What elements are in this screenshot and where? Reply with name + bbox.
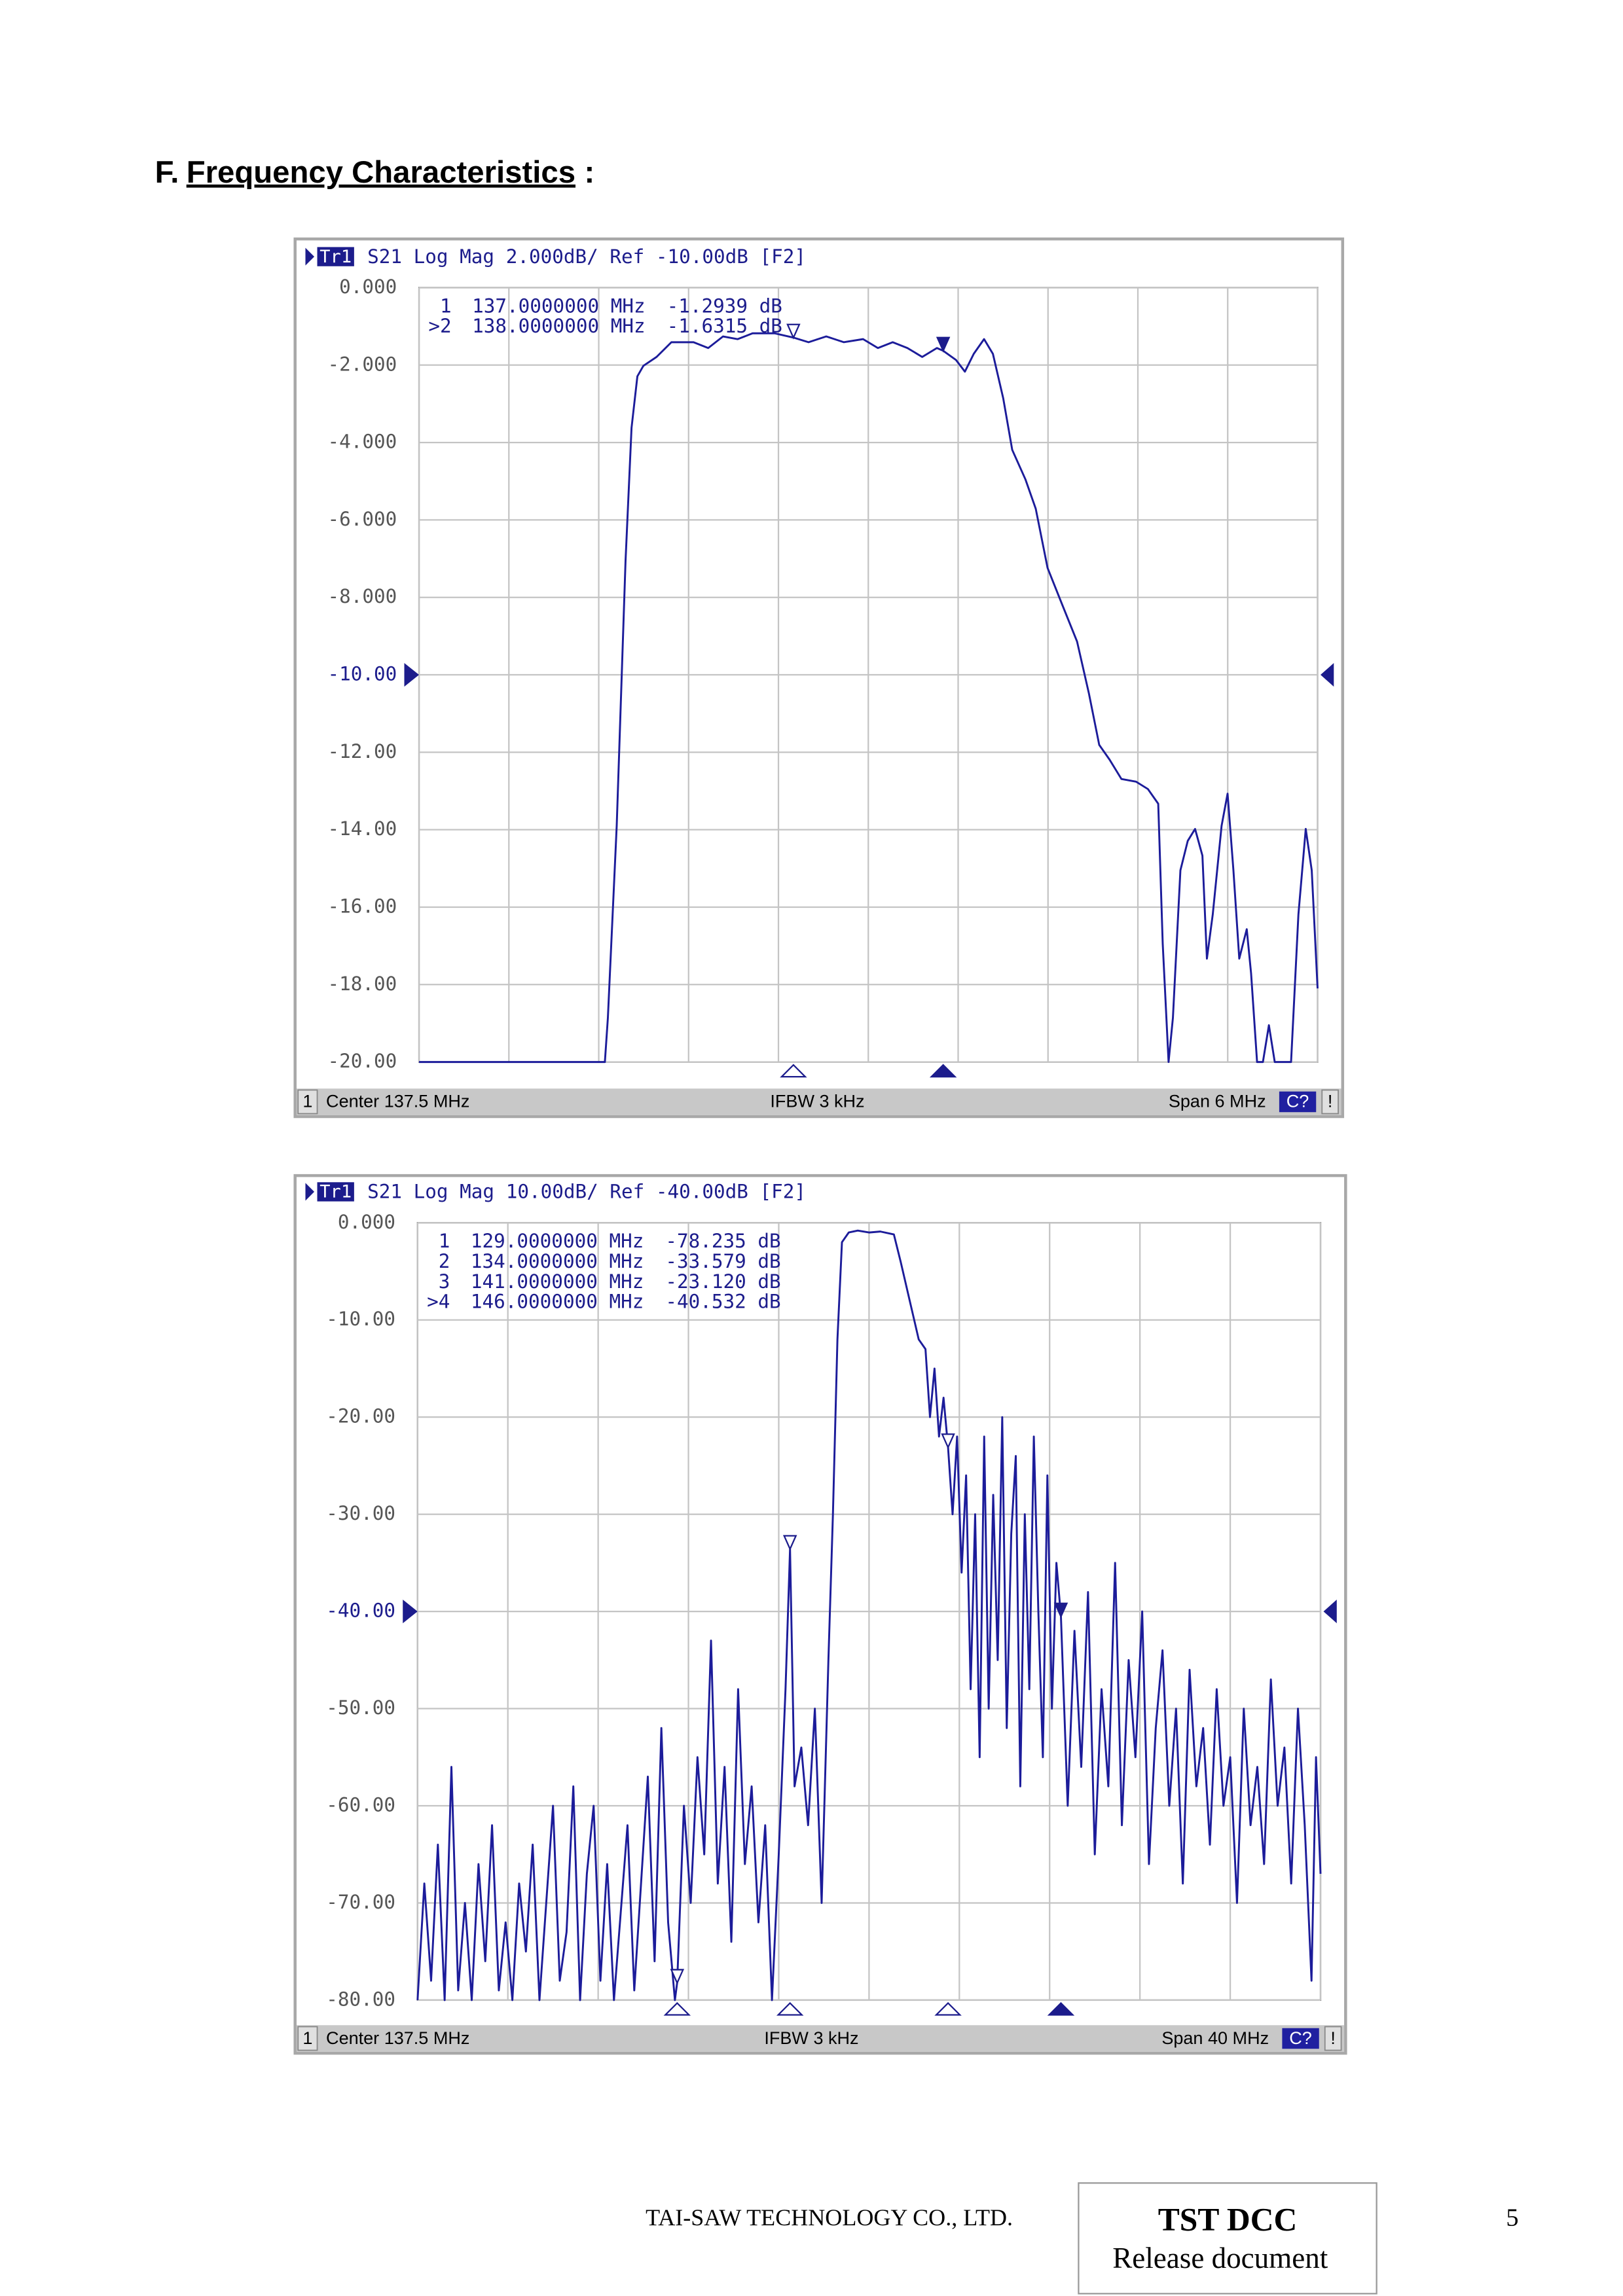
center-frequency: Center 137.5 MHz <box>326 1092 469 1111</box>
marker-stimulus <box>776 2001 804 2016</box>
active-trace-indicator <box>305 247 315 266</box>
channel-number: 1 <box>302 2028 312 2048</box>
heading-title: Frequency Characteristics <box>187 154 575 189</box>
status-bar <box>296 2025 1345 2052</box>
marker-frequency: 146.0000000 MHz <box>471 1291 644 1313</box>
channel-number: 1 <box>302 1092 312 1111</box>
channel-box <box>297 2026 318 2051</box>
marker-stimulus <box>780 1064 807 1078</box>
flag-box <box>1321 1089 1339 1115</box>
y-tick-label: -8.000 <box>327 585 397 607</box>
marker-frequency: 137.0000000 MHz <box>472 295 645 317</box>
y-tick-label: -30.00 <box>326 1502 395 1524</box>
marker-id: >2 <box>428 315 451 337</box>
channel-box <box>297 1089 318 1115</box>
y-tick-label: -2.000 <box>327 353 397 375</box>
span: Span 40 MHz <box>1161 2028 1269 2048</box>
y-tick-label: -40.00 <box>326 1600 395 1622</box>
y-tick-label: -6.000 <box>327 508 397 530</box>
marker-id: 2 <box>439 1250 450 1272</box>
marker-stimulus <box>1047 2001 1075 2016</box>
trace-name: Tr1 <box>319 1182 352 1202</box>
reference-marker-left <box>404 663 420 687</box>
trace <box>419 332 1319 1064</box>
calibration-status: C? <box>1286 1092 1309 1111</box>
span: Span 6 MHz <box>1169 1092 1266 1111</box>
marker-symbol <box>786 323 801 340</box>
marker-value: -33.579 dB <box>665 1250 780 1272</box>
flag: ! <box>1330 2028 1336 2048</box>
y-tick-label: -20.00 <box>326 1405 395 1427</box>
marker-frequency: 134.0000000 MHz <box>471 1250 644 1272</box>
y-tick-label: 0.000 <box>338 1211 395 1233</box>
status-badge <box>1279 1091 1317 1113</box>
y-tick-label: -70.00 <box>326 1891 395 1913</box>
company-name: TAI-SAW TECHNOLOGY CO., LTD. <box>646 2204 1013 2231</box>
trace-settings: S21 Log Mag 10.00dB/ Ref -40.00dB [F2] <box>367 1181 806 1203</box>
marker-frequency: 141.0000000 MHz <box>471 1270 644 1293</box>
if-bandwidth: IFBW 3 kHz <box>764 2028 858 2048</box>
marker-symbol <box>782 1535 797 1551</box>
marker-value: -1.6315 dB <box>667 315 782 337</box>
marker-value: -1.2939 dB <box>667 295 782 317</box>
marker-value: -78.235 dB <box>665 1230 780 1252</box>
marker-symbol <box>670 1969 685 1985</box>
trace <box>416 1229 1322 2001</box>
marker-symbol <box>1053 1602 1068 1619</box>
trace-badge <box>317 1182 354 1202</box>
reference-marker-left <box>403 1600 418 1624</box>
marker-frequency: 138.0000000 MHz <box>472 315 645 337</box>
marker-stimulus <box>663 2001 691 2016</box>
heading-suffix: : <box>585 154 595 189</box>
y-tick-label: -16.00 <box>327 895 397 917</box>
y-tick-label: -14.00 <box>327 817 397 840</box>
y-tick-label: -80.00 <box>326 1988 395 2010</box>
reference-marker-right <box>1321 663 1334 687</box>
marker-symbol <box>941 1433 955 1450</box>
y-tick-label: -20.00 <box>327 1050 397 1072</box>
marker-stimulus <box>934 2001 962 2016</box>
marker-id: >4 <box>427 1291 450 1313</box>
flag-box <box>1324 2026 1342 2051</box>
reference-marker-right <box>1323 1600 1337 1624</box>
trace-settings: S21 Log Mag 2.000dB/ Ref -10.00dB [F2] <box>367 245 806 268</box>
marker-id: 1 <box>440 295 452 317</box>
y-tick-label: 0.000 <box>339 276 397 298</box>
y-tick-label: -10.00 <box>326 1308 395 1330</box>
y-tick-label: -18.00 <box>327 973 397 995</box>
marker-value: -23.120 dB <box>665 1270 780 1293</box>
trace-name: Tr1 <box>319 247 352 267</box>
active-trace-indicator <box>305 1183 315 1201</box>
center-frequency: Center 137.5 MHz <box>326 2028 469 2048</box>
marker-id: 1 <box>439 1230 450 1252</box>
if-bandwidth: IFBW 3 kHz <box>770 1092 864 1111</box>
marker-stimulus <box>929 1064 957 1078</box>
section-heading: F. Frequency Characteristics: <box>155 154 595 189</box>
page-number: 5 <box>1506 2204 1518 2232</box>
stamp-text: Release document <box>1112 2242 1328 2274</box>
marker-id: 3 <box>439 1270 450 1293</box>
marker-value: -40.532 dB <box>665 1291 780 1313</box>
flag: ! <box>1328 1092 1333 1111</box>
y-tick-label: -12.00 <box>327 740 397 762</box>
status-bar <box>296 1088 1341 1115</box>
trace-badge <box>317 247 354 266</box>
y-tick-label: -60.00 <box>326 1794 395 1816</box>
heading-prefix: F. <box>155 154 179 189</box>
y-tick-label: -4.000 <box>327 431 397 453</box>
y-tick-label: -10.00 <box>327 663 397 685</box>
stamp-box <box>1078 2182 1377 2295</box>
marker-frequency: 129.0000000 MHz <box>471 1230 644 1252</box>
y-tick-label: -50.00 <box>326 1696 395 1719</box>
stamp-title: TST DCC <box>1158 2202 1298 2238</box>
calibration-status: C? <box>1289 2028 1312 2048</box>
marker-symbol <box>936 336 951 353</box>
status-badge <box>1282 2028 1319 2049</box>
